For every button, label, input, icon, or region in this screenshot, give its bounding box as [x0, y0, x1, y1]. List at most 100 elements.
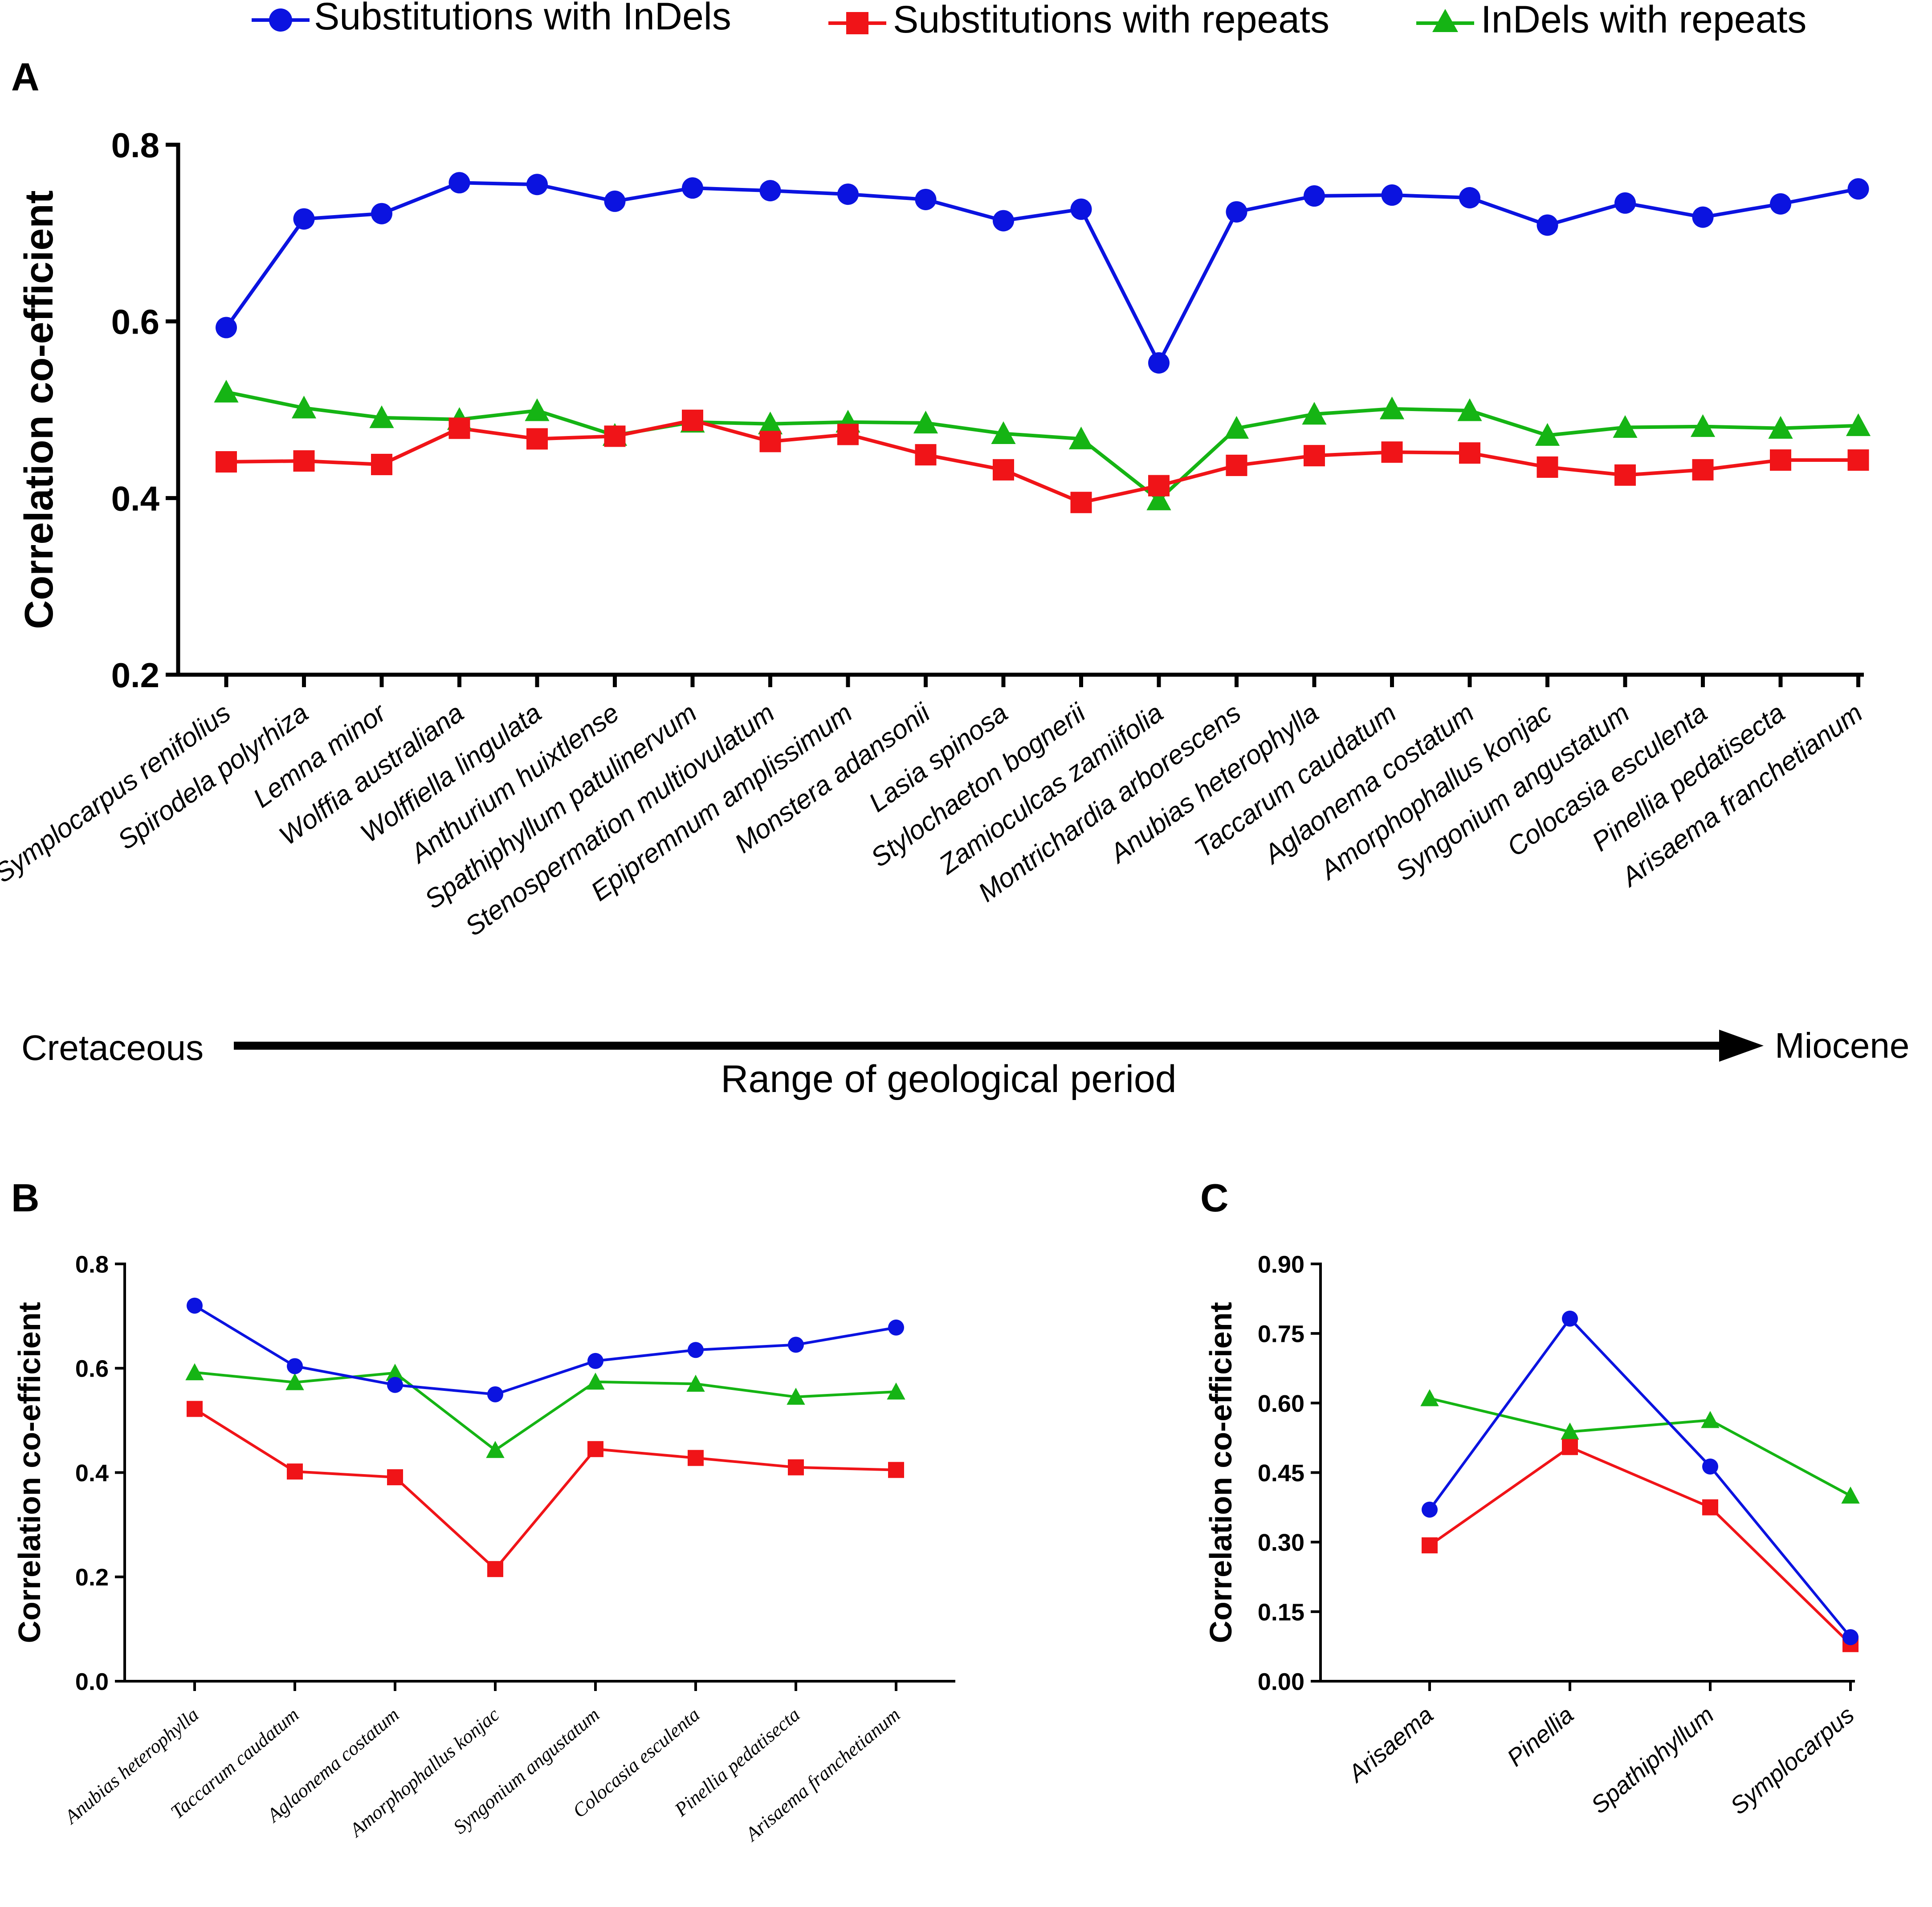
data-point-circle — [1304, 185, 1325, 207]
data-point-square — [448, 417, 470, 439]
timeline-caption: Range of geological period — [721, 1058, 1176, 1100]
data-point-square — [759, 431, 781, 452]
data-point-circle — [387, 1377, 403, 1393]
data-point-circle — [1226, 201, 1247, 223]
data-point-circle — [287, 1358, 303, 1374]
data-point-circle — [1381, 184, 1403, 206]
data-point-triangle — [525, 398, 550, 421]
data-point-triangle — [1613, 415, 1638, 438]
data-point-square — [1459, 442, 1480, 464]
timeline-end-label: Miocene — [1775, 1026, 1909, 1065]
data-point-square — [1847, 449, 1869, 471]
panel-b: B 0.0 0.2 0.4 0.6 0.8 Correlation co-efficien… — [11, 1176, 955, 1846]
y-tick-label: 0.15 — [1258, 1599, 1304, 1626]
data-point-triangle — [185, 1363, 204, 1381]
y-axis-title: Correlation co-efficient — [1203, 1302, 1238, 1643]
legend-triangle-marker — [1432, 9, 1458, 32]
y-tick-label: 0.45 — [1258, 1460, 1304, 1487]
panel-letter-b: B — [11, 1176, 40, 1220]
panel-letter-c: C — [1200, 1176, 1229, 1220]
x-category-label: Pinellia — [1502, 1701, 1579, 1772]
series-line-3 — [194, 1371, 897, 1452]
data-point-triangle — [1535, 423, 1560, 446]
data-point-triangle — [1841, 1486, 1860, 1504]
data-point-square — [993, 459, 1014, 481]
legend-label: Substitutions with InDels — [314, 0, 731, 38]
data-point-circle — [1702, 1458, 1718, 1475]
data-point-square — [788, 1459, 804, 1475]
y-tick-label: 0.0 — [75, 1668, 109, 1695]
data-point-triangle — [1224, 416, 1249, 439]
data-point-circle — [216, 317, 237, 338]
y-axis-title: Correlation co-efficient — [12, 1302, 47, 1643]
data-point-circle — [1148, 352, 1170, 374]
data-point-square — [1070, 492, 1092, 513]
data-point-triangle — [686, 1374, 705, 1392]
data-point-square — [526, 428, 548, 450]
series-line-2 — [1429, 1446, 1852, 1645]
data-point-triangle — [386, 1364, 404, 1381]
data-point-square — [1304, 445, 1325, 467]
data-point-triangle — [1768, 416, 1793, 439]
data-point-square — [1562, 1439, 1578, 1455]
data-point-circle — [915, 188, 937, 210]
series-line-1 — [224, 181, 1859, 365]
y-tick-label: 0.8 — [75, 1251, 109, 1278]
data-point-triangle — [1379, 396, 1405, 420]
data-point-square — [287, 1463, 303, 1480]
data-point-circle — [837, 183, 859, 205]
data-point-triangle — [1146, 487, 1171, 510]
panel-letter-a: A — [11, 55, 40, 99]
data-point-triangle — [1690, 414, 1716, 437]
data-point-square — [1226, 454, 1247, 476]
y-axis-title: Correlation co-efficient — [17, 190, 61, 629]
data-point-circle — [587, 1353, 603, 1369]
data-point-circle — [1537, 214, 1558, 236]
data-point-square — [888, 1462, 904, 1478]
data-point-triangle — [291, 395, 317, 419]
data-point-circle — [1562, 1310, 1578, 1327]
data-point-square — [371, 453, 392, 475]
series-line-1 — [1428, 1317, 1852, 1638]
series-line-3 — [1429, 1397, 1851, 1497]
y-tick-label: 0.30 — [1258, 1529, 1304, 1556]
data-point-circle — [759, 180, 781, 202]
data-point-circle — [1614, 192, 1636, 214]
y-tick-label: 0.60 — [1258, 1390, 1304, 1417]
series-line-3 — [226, 390, 1859, 502]
data-point-square — [487, 1561, 503, 1577]
y-tick-label: 0.75 — [1258, 1321, 1304, 1348]
y-tick-label: 0.00 — [1258, 1668, 1304, 1695]
legend-label: InDels with repeats — [1481, 0, 1806, 41]
data-point-circle — [888, 1319, 904, 1336]
data-point-circle — [293, 208, 315, 230]
data-point-square — [604, 425, 626, 447]
data-point-triangle — [887, 1382, 905, 1400]
data-point-circle — [1070, 198, 1092, 220]
timeline-arrowhead — [1719, 1030, 1764, 1062]
data-point-circle — [788, 1337, 804, 1353]
data-point-triangle — [486, 1441, 505, 1458]
data-point-square — [915, 444, 937, 466]
series-line-2 — [194, 1408, 897, 1571]
data-point-circle — [448, 172, 470, 194]
data-point-triangle — [1561, 1422, 1579, 1440]
x-category-label: Arisaema — [1342, 1701, 1439, 1788]
legend-item-subs-indels: Substitutions with InDels — [252, 0, 731, 38]
data-point-square — [587, 1441, 603, 1457]
legend-item-subs-repeats: Substitutions with repeats — [828, 0, 1329, 41]
y-tick-label: 0.2 — [75, 1564, 109, 1591]
y-tick-label: 0.4 — [75, 1460, 109, 1487]
data-point-triangle — [1302, 402, 1327, 425]
legend-square-marker — [846, 12, 868, 34]
data-point-triangle — [913, 411, 938, 434]
data-point-circle — [1847, 178, 1869, 200]
legend-label: Substitutions with repeats — [893, 0, 1329, 41]
data-point-square — [187, 1401, 203, 1417]
data-point-square — [216, 451, 237, 473]
data-point-square — [1614, 464, 1636, 486]
data-point-triangle — [214, 379, 239, 403]
legend: Substitutions with InDels Substitutions … — [252, 0, 1806, 41]
data-point-circle — [1692, 206, 1714, 228]
